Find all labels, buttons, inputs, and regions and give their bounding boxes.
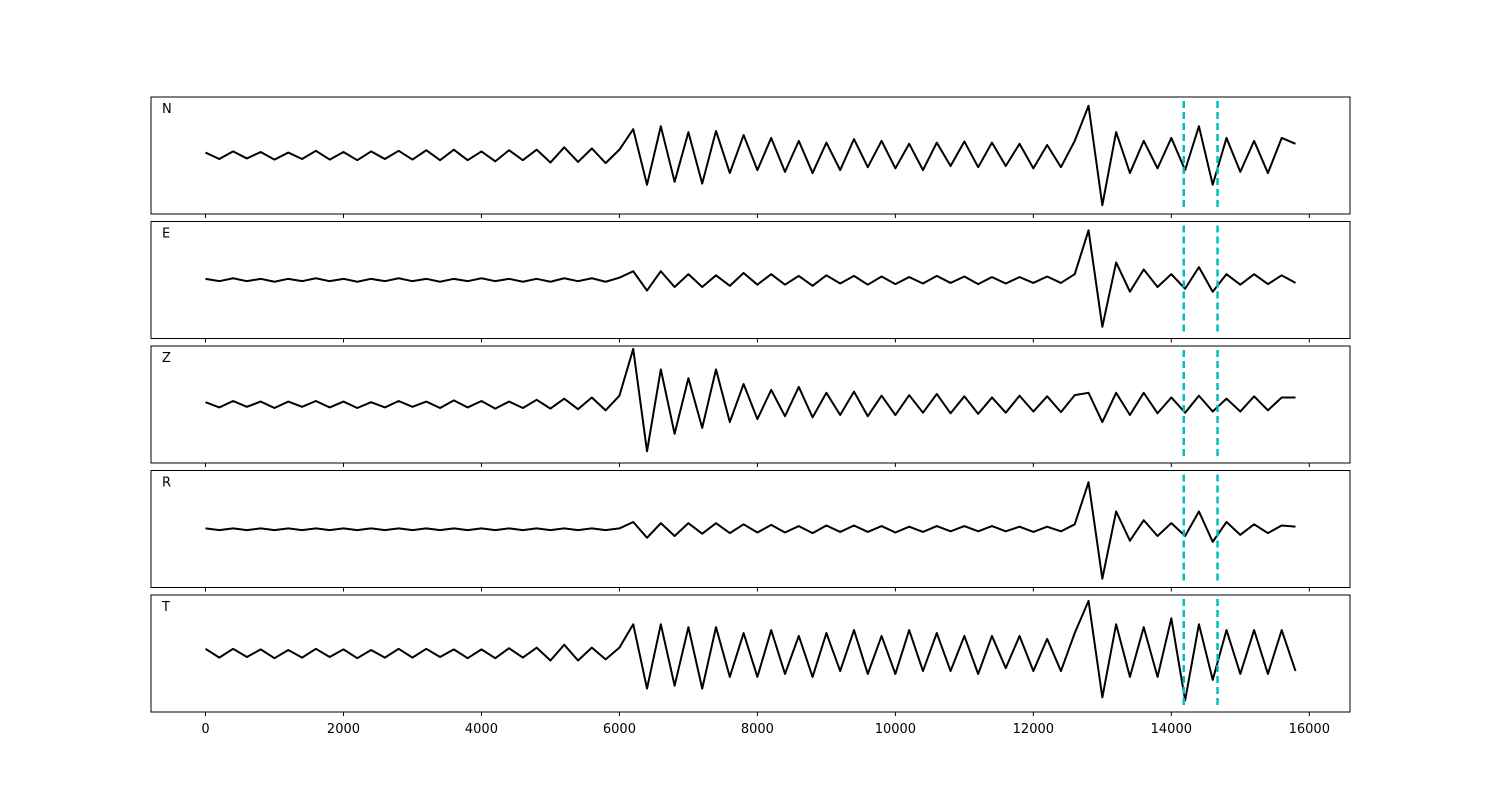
x-tick-label: 12000 (1013, 722, 1054, 737)
x-tick-label: 2000 (327, 722, 360, 737)
x-tick-label: 6000 (603, 722, 636, 737)
panel-label: Z (162, 351, 171, 366)
x-tick-label: 10000 (875, 722, 916, 737)
x-tick-label: 14000 (1151, 722, 1192, 737)
panel-frame (150, 470, 1351, 588)
x-tick-label: 0 (201, 722, 209, 737)
trace (205, 229, 1296, 328)
x-tick-label: 8000 (741, 722, 774, 737)
panel-label: N (162, 102, 172, 117)
panel-label: E (162, 227, 170, 242)
x-tick-label: 16000 (1289, 722, 1330, 737)
trace (205, 104, 1296, 207)
trace (205, 481, 1296, 580)
panel-frame (150, 345, 1351, 464)
panel-label: R (162, 476, 171, 491)
trace (204, 599, 1297, 702)
x-tick-label: 4000 (465, 722, 498, 737)
panel-frame (150, 96, 1351, 215)
panel-frame (150, 221, 1351, 339)
trace (205, 347, 1296, 453)
panel-frame (150, 594, 1351, 713)
panel-label: T (161, 600, 170, 615)
